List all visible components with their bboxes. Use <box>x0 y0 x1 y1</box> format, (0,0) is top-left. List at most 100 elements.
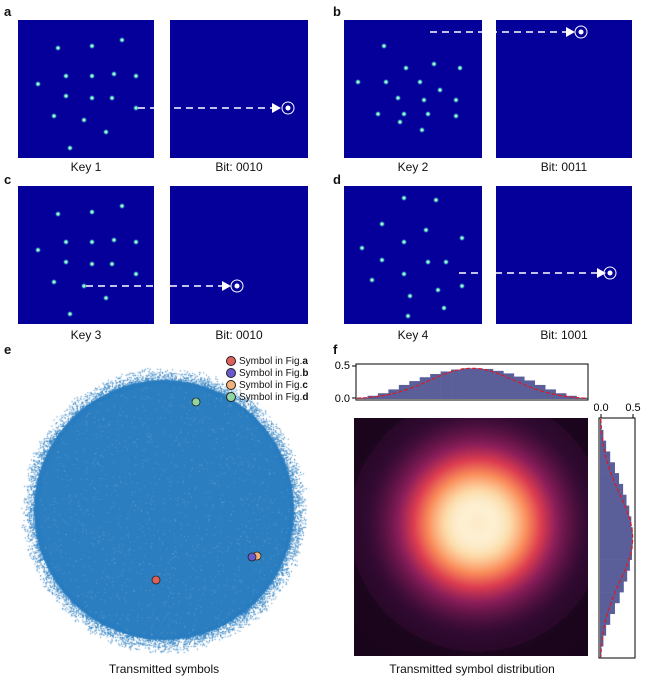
right-hist-bar <box>600 570 628 582</box>
top-hist-bar <box>430 374 441 399</box>
arrowhead-b <box>566 27 575 37</box>
top-hist-bar <box>545 389 556 399</box>
key-spot-d-6 <box>422 226 430 234</box>
key-spot-d-5 <box>400 238 408 246</box>
key-spot-c-4 <box>62 238 70 246</box>
key-spot-b-3 <box>456 64 464 72</box>
right-hist-bar <box>600 483 624 496</box>
top-hist-ytick-0: 0.5 <box>335 360 350 372</box>
legend-fig-b: b <box>302 367 309 379</box>
legend-text-c: Symbol in Fig. <box>239 379 303 391</box>
key-label-a: Key 1 <box>70 160 102 174</box>
key-spot-a-7 <box>132 72 140 80</box>
right-hist-xtick-0: 0.0 <box>594 402 609 414</box>
key-spot-a-9 <box>88 94 96 102</box>
key-spot-a-15 <box>66 144 74 152</box>
key-spot-a-4 <box>62 72 70 80</box>
key-spot-d-14 <box>458 282 466 290</box>
top-hist-bar <box>503 373 515 399</box>
key-spot-a-10 <box>108 94 116 102</box>
key-spot-d-7 <box>378 256 386 264</box>
right-hist-xtick-1: 0.5 <box>625 402 640 414</box>
legend-text-b: Symbol in Fig. <box>239 367 303 379</box>
key-spot-a-14 <box>102 128 110 136</box>
key-spot-b-4 <box>354 78 362 86</box>
key-spot-c-11 <box>50 278 58 286</box>
top-hist-bar <box>472 368 483 399</box>
right-hist-bar <box>600 602 615 615</box>
top-hist-bar <box>513 376 525 399</box>
key-bit-panels <box>18 20 632 324</box>
key-spot-d-11 <box>368 276 376 284</box>
target-ring-b <box>574 25 588 39</box>
key-spot-d-4 <box>358 244 366 252</box>
legend-fig-d: d <box>302 391 309 403</box>
key-spot-d-2 <box>432 196 440 204</box>
symbol-d-marker <box>191 397 201 407</box>
key-spot-b-0 <box>380 42 388 50</box>
top-hist-bar <box>409 381 421 399</box>
key-spot-d-0 <box>378 220 386 228</box>
key-spot-a-5 <box>88 72 96 80</box>
key-label-b: Key 2 <box>397 160 429 174</box>
key-spot-c-10 <box>108 260 116 268</box>
transmitted-symbols-scatter <box>14 360 314 660</box>
key-spot-d-10 <box>442 258 450 266</box>
key-spot-a-12 <box>80 116 88 124</box>
symbol-b-marker <box>247 552 257 562</box>
key-spot-d-13 <box>434 286 442 294</box>
legend-item-a: Symbol in Fig. a <box>226 355 308 367</box>
key-spot-b-6 <box>416 78 424 86</box>
right-histogram: 0.0 0.5 <box>594 402 641 659</box>
key-spot-b-13 <box>424 110 432 118</box>
key-spot-d-12 <box>406 292 414 300</box>
key-spot-d-3 <box>458 234 466 242</box>
target-ring-d <box>603 266 617 280</box>
legend-item-b: Symbol in Fig. b <box>226 367 308 379</box>
top-hist-bar <box>440 371 452 399</box>
key-spot-b-12 <box>400 110 408 118</box>
key-spot-a-13 <box>132 104 140 112</box>
key-spot-a-6 <box>110 70 118 78</box>
key-spot-a-11 <box>50 112 58 120</box>
key-spot-a-2 <box>118 36 126 44</box>
key-label-d: Key 4 <box>397 328 429 342</box>
top-hist-bar <box>398 384 410 399</box>
key-spot-d-15 <box>440 304 448 312</box>
key-spot-b-11 <box>374 110 382 118</box>
key-spot-c-13 <box>132 270 140 278</box>
key-spot-a-0 <box>54 44 62 52</box>
panel-letter-b: b <box>333 4 341 19</box>
key-square-a <box>18 20 154 158</box>
key-spot-b-1 <box>402 64 410 72</box>
legend-swatch-b <box>226 368 236 378</box>
top-hist-bar <box>451 369 462 399</box>
arrowhead-d <box>597 268 606 278</box>
caption-f: Transmitted symbol distribution <box>389 662 555 676</box>
top-hist-bar <box>482 368 494 399</box>
key-spot-c-12 <box>80 282 88 290</box>
right-hist-bar <box>600 635 604 647</box>
arrowhead-a <box>272 103 281 113</box>
key-spot-a-3 <box>34 80 42 88</box>
right-hist-bar <box>600 462 615 474</box>
right-hist-bar <box>600 624 607 636</box>
key-spot-c-7 <box>132 238 140 246</box>
bit-square-c <box>170 186 308 324</box>
right-hist-bar <box>600 505 630 517</box>
legend-fig-a: a <box>302 355 308 367</box>
key-spot-c-2 <box>118 202 126 210</box>
legend-swatch-c <box>226 380 236 390</box>
top-hist-bar <box>419 377 431 399</box>
bit-label-b: Bit: 0011 <box>540 160 588 174</box>
key-spot-c-8 <box>62 258 70 266</box>
right-hist-bar <box>600 613 611 625</box>
key-spot-d-9 <box>424 258 432 266</box>
right-hist-bar <box>600 473 620 485</box>
key-spot-c-6 <box>110 236 118 244</box>
bit-square-d <box>496 186 632 324</box>
bit-square-a <box>170 20 308 158</box>
key-spot-c-0 <box>54 210 62 218</box>
right-hist-bar <box>600 516 632 528</box>
symbol-a-marker <box>151 575 161 585</box>
